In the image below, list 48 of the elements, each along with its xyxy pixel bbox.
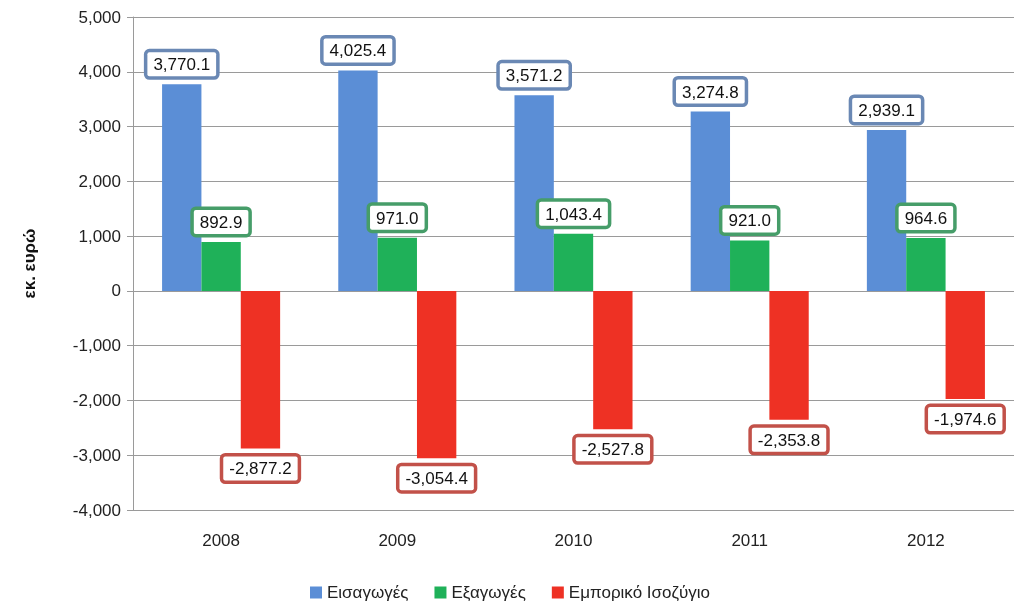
x-tick-label: 2010 xyxy=(554,531,593,550)
y-tick-label: 5,000 xyxy=(78,7,121,27)
y-tick-label: -2,000 xyxy=(72,390,121,410)
x-tick-label: 2009 xyxy=(378,531,417,550)
bar xyxy=(240,290,281,449)
bar xyxy=(945,290,985,400)
data-label: 3,274.8 xyxy=(681,82,739,102)
y-axis-title: εκ. ευρώ xyxy=(20,228,39,299)
legend-label: Εξαγωγές xyxy=(451,583,526,602)
bar xyxy=(416,290,457,459)
data-label: -3,054.4 xyxy=(405,469,468,489)
data-label: 892.9 xyxy=(199,212,243,232)
bar xyxy=(162,84,202,291)
bar xyxy=(866,129,907,291)
bar xyxy=(201,241,241,291)
bar xyxy=(730,240,770,291)
data-label: -1,974.6 xyxy=(934,410,997,430)
data-label: -2,877.2 xyxy=(229,459,292,479)
data-label: 3,571.2 xyxy=(505,66,563,86)
data-label: 2,939.1 xyxy=(858,100,915,120)
y-tick-label: -3,000 xyxy=(72,445,121,465)
y-tick-label: 2,000 xyxy=(78,171,121,191)
data-label: -2,527.8 xyxy=(581,440,645,460)
bar xyxy=(593,290,633,430)
data-label: 971.0 xyxy=(376,208,419,228)
y-tick-label: -1,000 xyxy=(72,336,121,356)
y-tick-label: -4,000 xyxy=(72,500,121,520)
bar xyxy=(553,233,594,291)
data-label: 4,025.4 xyxy=(329,41,387,61)
bar xyxy=(769,290,809,420)
bar xyxy=(690,111,731,291)
bar xyxy=(377,237,417,291)
data-label: -2,353.8 xyxy=(757,430,821,450)
y-tick-label: 0 xyxy=(111,281,121,301)
legend-label: Εισαγωγές xyxy=(326,583,409,602)
y-tick-label: 1,000 xyxy=(78,226,121,246)
bar xyxy=(338,70,378,291)
bar xyxy=(906,238,946,291)
data-label: 964.6 xyxy=(904,209,948,229)
y-tick-label: 3,000 xyxy=(78,117,121,137)
x-tick-label: 2012 xyxy=(906,531,945,550)
x-tick-label: 2011 xyxy=(731,531,768,550)
legend-label: Εμπορικό Ισοζύγιο xyxy=(568,583,711,602)
data-label: 921.0 xyxy=(728,211,771,231)
data-label: 3,770.1 xyxy=(153,55,211,75)
x-tick-label: 2008 xyxy=(202,531,241,550)
y-tick-label: 4,000 xyxy=(78,62,121,82)
data-label: 1,043.4 xyxy=(545,204,602,224)
